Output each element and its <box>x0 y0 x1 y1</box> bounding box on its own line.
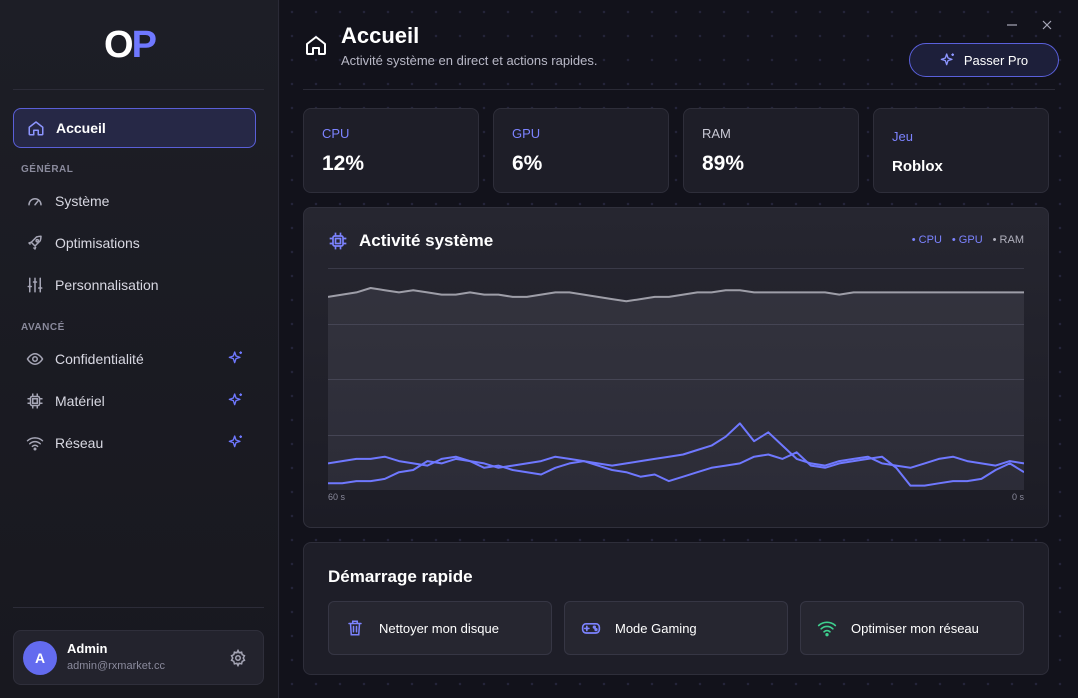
sidebar-item-confidentialite[interactable]: Confidentialité <box>13 339 256 379</box>
stat-label: RAM <box>702 126 731 141</box>
stat-card-ram: RAM 89% <box>683 108 859 193</box>
wifi-icon <box>25 433 45 453</box>
sidebar-item-label: Réseau <box>55 435 104 451</box>
avatar: A <box>23 641 57 675</box>
sidebar-item-label: Optimisations <box>55 235 140 251</box>
section-label-advanced: AVANCÉ <box>21 322 65 333</box>
page-subtitle: Activité système en direct et actions ra… <box>341 53 598 68</box>
main-content: Accueil Activité système en direct et ac… <box>280 0 1078 698</box>
close-icon[interactable] <box>1040 18 1054 32</box>
sparkle-pro-icon <box>228 434 244 450</box>
optimize-network-button[interactable]: Optimiser mon réseau <box>800 601 1024 655</box>
sidebar-divider <box>13 89 264 90</box>
series-line-ram <box>328 287 1024 303</box>
section-label-general: GÉNÉRAL <box>21 164 74 175</box>
sidebar-item-optimisations[interactable]: Optimisations <box>13 223 256 263</box>
rocket-icon <box>25 233 45 253</box>
user-card: A Admin admin@rxmarket.cc <box>13 630 264 685</box>
gamepad-icon <box>581 618 601 638</box>
x-tick-start: 60 s <box>328 492 346 502</box>
series-line-gpu <box>328 451 1024 487</box>
activity-title: Activité système <box>359 231 494 250</box>
home-icon <box>304 33 328 57</box>
upgrade-pro-button[interactable]: Passer Pro <box>909 43 1059 77</box>
trash-icon <box>345 618 365 638</box>
home-icon <box>26 118 46 138</box>
clean-disk-label: Nettoyer mon disque <box>379 620 499 636</box>
optimize-network-label: Optimiser mon réseau <box>851 620 979 636</box>
gaming-mode-label: Mode Gaming <box>615 620 697 636</box>
sparkle-pro-icon <box>228 350 244 366</box>
sidebar: OP Accueil GÉNÉRAL Système Optimisations <box>0 0 279 698</box>
sidebar-item-label: Matériel <box>55 393 105 409</box>
stat-value: 6% <box>512 152 543 175</box>
activity-chart <box>328 268 1024 490</box>
stat-card-gpu: GPU 6% <box>493 108 669 193</box>
eye-icon <box>25 349 45 369</box>
header-divider <box>303 89 1055 90</box>
user-name: Admin <box>67 641 108 656</box>
series-area-ram <box>328 288 1024 490</box>
user-email: admin@rxmarket.cc <box>67 660 165 672</box>
quick-start-title: Démarrage rapide <box>328 567 473 586</box>
quick-start-panel: Démarrage rapide Nettoyer mon disque Mod… <box>303 542 1049 675</box>
app-logo: OP <box>104 24 157 66</box>
sparkle-pro-icon <box>228 392 244 408</box>
upgrade-pro-label: Passer Pro <box>963 52 1029 68</box>
chart-legend: • CPU • GPU • RAM <box>912 234 1024 246</box>
sidebar-item-label: Confidentialité <box>55 351 144 367</box>
gaming-mode-button[interactable]: Mode Gaming <box>564 601 788 655</box>
series-line-cpu <box>328 422 1024 469</box>
legend-cpu: • CPU <box>911 234 942 246</box>
sidebar-item-label: Personnalisation <box>55 277 159 293</box>
legend-ram: • RAM <box>992 234 1024 246</box>
activity-panel: Activité système • CPU • GPU • RAM 60 s … <box>303 207 1049 528</box>
sidebar-item-systeme[interactable]: Système <box>13 181 256 221</box>
x-tick-end: 0 s <box>1011 492 1024 502</box>
sidebar-item-materiel[interactable]: Matériel <box>13 381 256 421</box>
stat-label: GPU <box>512 126 541 141</box>
sidebar-item-label: Système <box>55 193 110 209</box>
stat-value: 12% <box>322 152 365 175</box>
legend-gpu: • GPU <box>951 234 983 246</box>
chip-icon <box>328 231 348 251</box>
sidebar-item-personnalisation[interactable]: Personnalisation <box>13 265 256 305</box>
gauge-icon <box>25 191 45 211</box>
stat-card-game: Jeu Roblox <box>873 108 1049 193</box>
clean-disk-button[interactable]: Nettoyer mon disque <box>328 601 552 655</box>
sidebar-item-label: Accueil <box>56 120 106 136</box>
sliders-icon <box>25 275 45 295</box>
sidebar-item-accueil[interactable]: Accueil <box>13 108 256 148</box>
gear-icon[interactable] <box>229 648 247 668</box>
stat-value: Roblox <box>892 158 943 175</box>
wifi-icon <box>817 618 837 638</box>
sidebar-item-reseau[interactable]: Réseau <box>13 423 256 463</box>
sparkle-icon <box>940 52 956 68</box>
chip-icon <box>25 391 45 411</box>
stat-label: CPU <box>322 126 350 141</box>
sidebar-divider <box>13 607 264 608</box>
stat-label: Jeu <box>892 129 913 144</box>
stat-card-cpu: CPU 12% <box>303 108 479 193</box>
page-title: Accueil <box>341 23 420 48</box>
minimize-icon[interactable] <box>1005 18 1019 32</box>
stat-value: 89% <box>702 152 745 175</box>
